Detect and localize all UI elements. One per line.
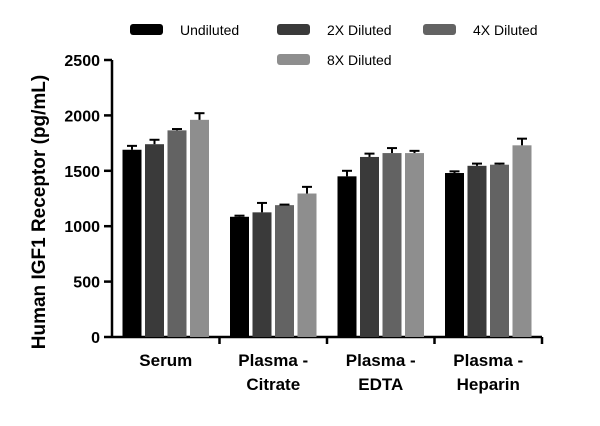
bar — [122, 149, 142, 337]
legend-swatch — [423, 24, 456, 35]
bar — [252, 212, 272, 337]
bar — [275, 205, 294, 337]
y-tick-label: 1500 — [64, 164, 100, 181]
bar — [337, 176, 357, 337]
legend-label: Undiluted — [180, 22, 239, 38]
category-label: Plasma -Heparin — [453, 351, 523, 394]
bar — [382, 153, 402, 337]
legend-swatch — [130, 24, 163, 35]
legend-label: 2X Diluted — [327, 22, 392, 38]
bar — [490, 164, 509, 337]
y-tick-label: 1000 — [64, 219, 100, 236]
y-tick-label: 500 — [73, 275, 100, 292]
x-axis: Serum Plasma -Citrate Plasma -EDTA Plasma -… — [112, 335, 544, 394]
bar — [467, 165, 487, 337]
legend: Undiluted 2X Diluted 4X Diluted 8X Diluted — [130, 22, 538, 68]
y-axis: 0 500 1000 1500 2000 2500 — [64, 53, 114, 347]
legend-label: 4X Diluted — [473, 22, 538, 38]
category-label: Plasma -Citrate — [238, 351, 308, 394]
category-label: Serum — [139, 351, 192, 370]
bar — [190, 119, 209, 337]
legend-label: 8X Diluted — [327, 52, 392, 68]
bar — [512, 145, 532, 337]
bars — [122, 112, 532, 337]
y-tick-label: 2000 — [64, 108, 100, 125]
bar — [360, 156, 379, 337]
bar — [405, 153, 424, 337]
bar — [445, 173, 464, 337]
bar — [167, 130, 187, 337]
bar — [145, 144, 164, 337]
legend-swatch — [277, 54, 310, 65]
category-label: Plasma -EDTA — [346, 351, 416, 394]
y-axis-label: Human IGF1 Receptor (pg/mL) — [29, 75, 50, 349]
legend-swatch — [277, 24, 310, 35]
bar — [297, 193, 317, 337]
bar — [230, 216, 249, 337]
y-tick-label: 0 — [91, 330, 100, 347]
y-tick-label: 2500 — [64, 53, 100, 70]
